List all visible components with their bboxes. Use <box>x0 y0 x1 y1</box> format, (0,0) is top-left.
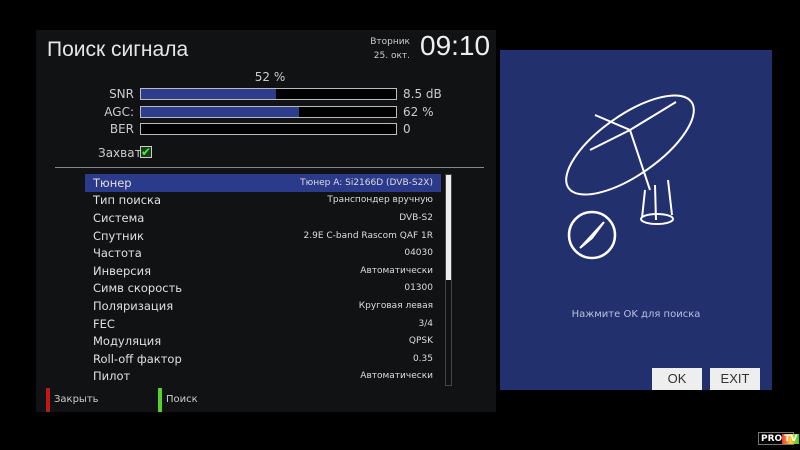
item-label: Пилот <box>93 369 131 384</box>
agc-label: AGC: <box>104 105 134 119</box>
list-item[interactable]: Модуляция QPSK <box>85 332 441 350</box>
item-value: 2.9E C-band Rascom QAF 1R <box>303 230 434 241</box>
item-value: Автоматически <box>360 371 433 382</box>
list-item[interactable]: Тип поиска Транспондер вручную <box>85 192 441 210</box>
scrollbar[interactable] <box>445 174 452 386</box>
list-item[interactable]: Поляризация Круговая левая <box>85 297 441 315</box>
red-key-icon <box>46 388 50 412</box>
settings-list: Тюнер Тюнер A: Si2166D (DVB-S2X) Тип поиск… <box>85 174 441 385</box>
list-item[interactable]: Симв скорость 01300 <box>85 280 441 298</box>
green-key-icon <box>158 388 162 412</box>
item-value: 01300 <box>404 283 433 294</box>
agc-value: 62 % <box>403 105 434 119</box>
snr-fill <box>141 89 277 99</box>
item-label: Спутник <box>93 228 144 243</box>
satellite-dish-icon <box>565 94 695 260</box>
list-item[interactable]: Система DVB-S2 <box>85 209 441 227</box>
item-label: Поляризация <box>93 298 174 313</box>
weekday: Вторник <box>370 37 410 47</box>
item-value: 0.35 <box>412 353 433 364</box>
signal-quality: 52 % <box>254 70 286 84</box>
exit-button[interactable]: EXIT <box>710 368 760 390</box>
item-value: Автоматически <box>360 265 433 276</box>
ber-bar <box>140 123 397 135</box>
item-label: Симв скорость <box>93 281 183 296</box>
list-item[interactable]: Спутник 2.9E C-band Rascom QAF 1R <box>85 227 441 245</box>
list-item[interactable]: FEC 3/4 <box>85 315 441 333</box>
snr-value: 8.5 dB <box>403 87 442 101</box>
item-value: QPSK <box>408 336 433 347</box>
date: 25. окт. <box>373 51 410 61</box>
divider <box>55 167 484 168</box>
watermark-logo: PRO TV <box>758 432 800 445</box>
search-button[interactable]: Поиск <box>166 394 198 405</box>
lock-checkbox: ✔ <box>140 146 152 158</box>
item-value: DVB-S2 <box>399 212 433 223</box>
search-prompt: Нажмите OK для поиска <box>571 309 701 320</box>
item-label: Roll-off фактор <box>93 351 182 366</box>
list-item[interactable]: Тюнер Тюнер A: Si2166D (DVB-S2X) <box>85 174 441 192</box>
list-item[interactable]: Roll-off фактор 0.35 <box>85 350 441 368</box>
item-label: Модуляция <box>93 334 162 349</box>
agc-bar <box>140 106 397 118</box>
ber-label: BER <box>109 122 134 136</box>
dialog-panel <box>500 50 772 390</box>
ok-button[interactable]: OK <box>652 368 702 390</box>
item-label: Инверсия <box>93 263 151 278</box>
item-value: Тюнер A: Si2166D (DVB-S2X) <box>300 177 433 188</box>
clock: 09:10 <box>420 30 491 61</box>
list-item[interactable]: Пилот Автоматически <box>85 368 441 386</box>
lock-label: Захват <box>98 146 142 160</box>
ber-value: 0 <box>403 122 411 136</box>
list-item[interactable]: Инверсия Автоматически <box>85 262 441 280</box>
agc-fill <box>141 107 300 117</box>
close-button[interactable]: Закрыть <box>54 394 99 405</box>
snr-label: SNR <box>109 87 134 101</box>
item-value: Круговая левая <box>358 300 433 311</box>
item-value: Транспондер вручную <box>327 195 433 206</box>
scrollbar-thumb[interactable] <box>446 175 451 280</box>
item-value: 3/4 <box>418 318 433 329</box>
item-label: FEC <box>93 316 115 331</box>
item-label: Тип поиска <box>93 193 162 208</box>
item-label: Тюнер <box>93 175 132 190</box>
item-label: Система <box>93 210 145 225</box>
snr-bar <box>140 88 397 100</box>
item-label: Частота <box>93 246 142 261</box>
item-value: 04030 <box>404 248 433 259</box>
page-title: Поиск сигнала <box>47 38 189 61</box>
check-icon: ✔ <box>141 145 152 159</box>
list-item[interactable]: Частота 04030 <box>85 244 441 262</box>
